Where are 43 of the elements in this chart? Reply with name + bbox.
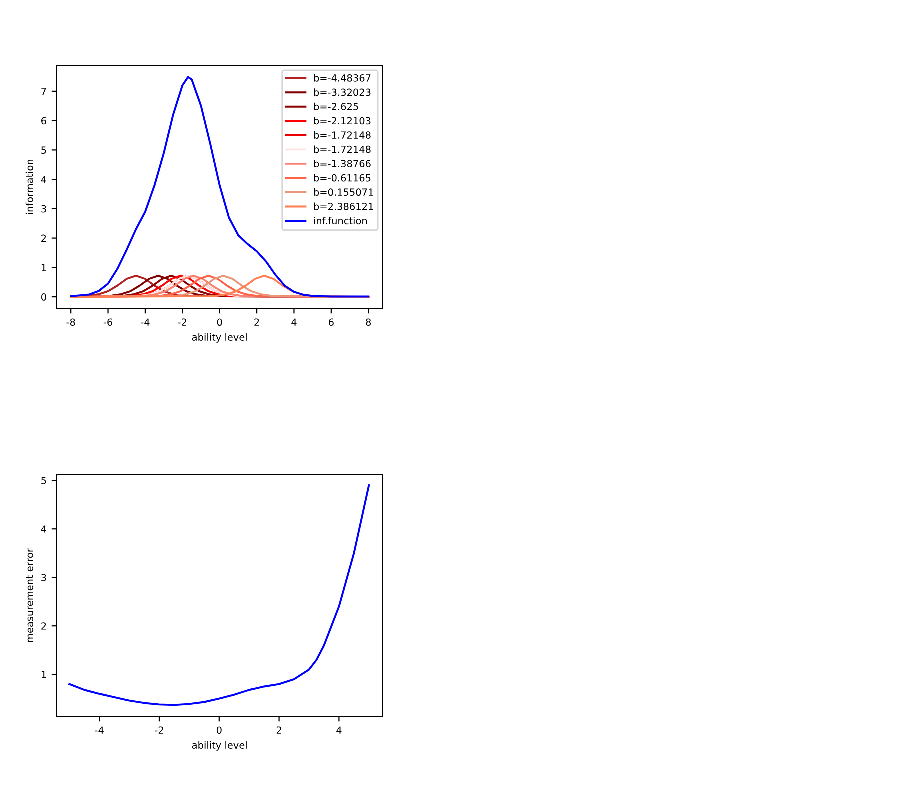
x-tick-label: -4 bbox=[95, 726, 104, 734]
legend-label: b=-1.72148 bbox=[314, 131, 371, 139]
y-tick-label: 2 bbox=[42, 234, 46, 242]
legend-label: b=-3.32023 bbox=[314, 88, 371, 96]
x-tick-label: 6 bbox=[329, 318, 334, 326]
legend-label: b=0.155071 bbox=[314, 188, 374, 196]
x-tick-label: -6 bbox=[104, 318, 113, 326]
legend-label: b=-2.625 bbox=[314, 102, 358, 110]
x-tick-label: 0 bbox=[216, 726, 222, 734]
y-tick-label: 1 bbox=[42, 264, 46, 272]
x-tick-label: -2 bbox=[155, 726, 164, 734]
legend-label: inf.function bbox=[314, 217, 368, 225]
x-tick-label: -4 bbox=[141, 318, 150, 326]
x-tick-label: 2 bbox=[254, 318, 260, 326]
x-tick-label: 0 bbox=[217, 318, 222, 326]
y-tick-label: 0 bbox=[41, 294, 46, 301]
y-tick-label: 4 bbox=[41, 526, 46, 533]
y-tick-label: 5 bbox=[42, 146, 46, 154]
y-axis-title: information bbox=[26, 160, 34, 214]
legend-label: b=-4.48367 bbox=[314, 74, 371, 82]
x-tick-label: 2 bbox=[276, 726, 282, 734]
y-tick-label: 4 bbox=[41, 176, 46, 184]
y-tick-label: 7 bbox=[42, 88, 46, 96]
x-tick-label: -2 bbox=[178, 318, 187, 326]
legend-label: b=2.386121 bbox=[314, 202, 374, 210]
y-axis-title: measurement error bbox=[26, 548, 34, 642]
line-series bbox=[68, 484, 370, 706]
x-tick-label: 4 bbox=[336, 726, 342, 734]
y-tick-label: 5 bbox=[42, 477, 46, 484]
y-tick-label: 3 bbox=[42, 205, 46, 213]
legend-label: b=-1.72148 bbox=[314, 146, 371, 154]
y-tick-label: 2 bbox=[42, 622, 46, 630]
x-axis-title: ability level bbox=[192, 741, 247, 751]
x-tick-label: -8 bbox=[66, 318, 76, 326]
legend-label: b=-2.12103 bbox=[314, 117, 371, 125]
x-axis-title: ability level bbox=[192, 333, 247, 343]
y-tick-label: 6 bbox=[42, 117, 46, 125]
legend-label: b=-0.61165 bbox=[314, 174, 371, 182]
y-tick-label: 3 bbox=[42, 574, 46, 582]
y-tick-label: 1 bbox=[42, 671, 46, 678]
x-tick-label: 8 bbox=[366, 318, 372, 326]
x-tick-label: 4 bbox=[292, 318, 297, 326]
legend-label: b=-1.38766 bbox=[314, 160, 371, 168]
